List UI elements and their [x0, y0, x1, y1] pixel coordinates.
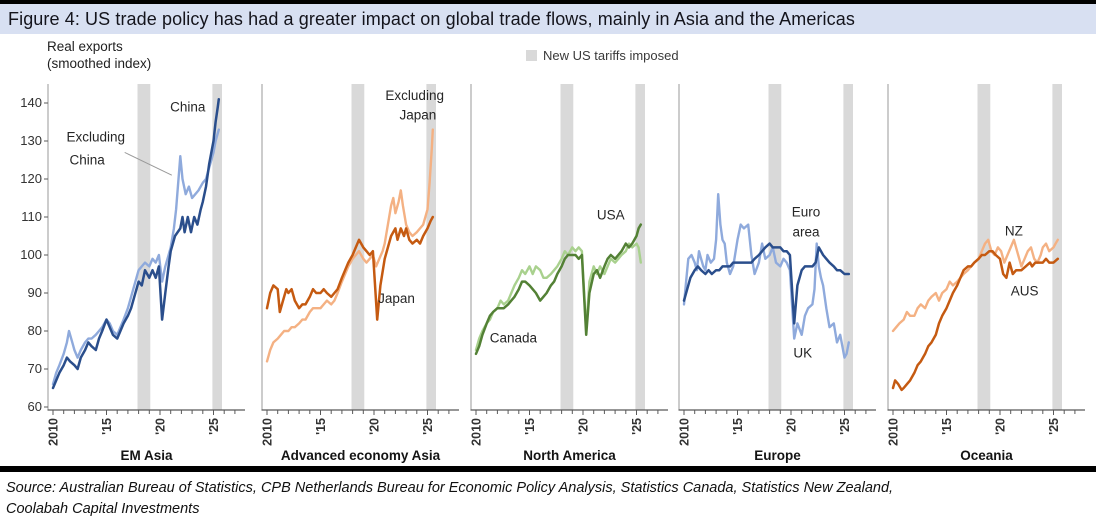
y-axis-title-line2: (smoothed index) [47, 56, 152, 71]
y-axis-tick-label: 90 [27, 285, 42, 300]
series-annotation: Japan [400, 108, 437, 123]
series-annotation: USA [597, 208, 625, 223]
y-axis-tick-label: 70 [27, 361, 42, 376]
x-axis-tick-label: '15 [731, 418, 745, 435]
y-axis-tick-label: 130 [20, 133, 42, 148]
y-axis-tick-label: 120 [20, 171, 42, 186]
x-axis-tick-label: '15 [314, 418, 328, 435]
source-line2: Coolabah Capital Investments [6, 500, 200, 517]
legend: New US tariffs imposed [526, 48, 679, 63]
x-axis-tick-label: '25 [421, 418, 435, 435]
tariff-band [560, 84, 574, 410]
x-axis-tick-label: '20 [577, 418, 591, 435]
x-axis-tick-label: '20 [154, 418, 168, 435]
bottom-border-bar [0, 466, 1096, 472]
tariff-band [635, 84, 645, 410]
panel-oceania: 2010 '15 '20 '25 NZ AUS Oceania [887, 84, 1085, 463]
panel-title: EM Asia [120, 448, 173, 463]
tariff-band-swatch [526, 50, 537, 61]
series-annotation: area [792, 225, 820, 240]
panel-title: Europe [754, 448, 801, 463]
tariff-band [137, 84, 151, 410]
panel-em-asia: 2010 '15 '20 '25 China Excluding China EM Asia [44, 84, 245, 463]
source-note: Source: Australian Bureau of Statistics,… [6, 478, 1092, 519]
x-axis-tick-label: 2010 [261, 418, 275, 446]
source-line1: Source: Australian Bureau of Statistics,… [6, 480, 894, 496]
y-axis-tick-label: 60 [27, 399, 42, 414]
figure-title: Figure 4: US trade policy has had a grea… [8, 9, 855, 29]
y-axis-tick-label: 140 [20, 95, 42, 110]
x-axis-tick-label: 2010 [470, 418, 484, 446]
tariff-band [426, 84, 436, 410]
series-line-china [51, 97, 221, 390]
y-axis-tick-label: 110 [21, 209, 42, 224]
series-line-euro-area [682, 242, 851, 325]
x-axis-tick-label: '20 [368, 418, 382, 435]
series-line-japan [265, 215, 435, 321]
panel-advanced-economy-asia: 2010 '15 '20 '25 Excluding Japan Japan Advanced… [261, 84, 459, 463]
x-axis-tick-label: '15 [523, 418, 537, 435]
x-axis-tick-label: 2010 [678, 418, 692, 446]
tariff-band [351, 84, 365, 410]
top-border-bar [0, 0, 1096, 4]
series-annotation: AUS [1011, 284, 1039, 299]
series-annotation: NZ [1005, 224, 1023, 239]
panel-title: North America [523, 448, 616, 463]
x-axis-tick-label: '15 [100, 418, 114, 435]
x-axis-tick-label: '15 [940, 418, 954, 435]
series-line-uk [682, 192, 851, 359]
series-line-excluding-china [51, 128, 221, 386]
x-axis-tick-label: 2010 [887, 418, 901, 446]
series-annotation: China [170, 99, 206, 114]
title-bar: Figure 4: US trade policy has had a grea… [0, 4, 1096, 34]
y-axis-tick-label: 80 [27, 323, 42, 338]
series-line-aus [891, 249, 1060, 392]
series-annotation: China [70, 153, 106, 168]
annotation-callout-line [124, 151, 173, 176]
series-annotation: UK [793, 346, 812, 361]
panel-europe: 2010 '15 '20 '25 Euro area UK Europe [678, 84, 876, 463]
panel-title: Oceania [960, 448, 1013, 463]
series-line-usa [474, 223, 643, 356]
series-annotation: Canada [490, 330, 538, 345]
y-axis-title-line1: Real exports [47, 39, 123, 54]
series-annotation: Euro [792, 205, 821, 220]
tariff-band [1052, 84, 1062, 410]
series-annotation: Excluding [67, 130, 126, 145]
y-axis-tick-label: 100 [20, 247, 42, 262]
x-axis-tick-label: '25 [630, 418, 644, 435]
panel-north-america: 2010 '15 '20 '25 USA Canada North America [470, 84, 668, 463]
series-line-canada [474, 242, 643, 352]
x-axis-tick-label: '25 [1047, 418, 1061, 435]
series-line-excluding-japan [265, 128, 435, 363]
x-axis-tick-label: 2010 [47, 418, 61, 446]
x-axis-tick-label: '25 [207, 418, 221, 435]
x-axis-tick-label: '20 [785, 418, 799, 435]
series-annotation: Japan [378, 291, 415, 306]
tariff-band [843, 84, 853, 410]
series-annotation: Excluding [385, 88, 444, 103]
x-axis-tick-label: '20 [994, 418, 1008, 435]
x-axis-tick-label: '25 [838, 418, 852, 435]
tariff-band [212, 84, 222, 410]
legend-label: New US tariffs imposed [543, 48, 679, 63]
panel-title: Advanced economy Asia [281, 448, 441, 463]
y-axis-title: Real exports (smoothed index) [47, 38, 151, 72]
